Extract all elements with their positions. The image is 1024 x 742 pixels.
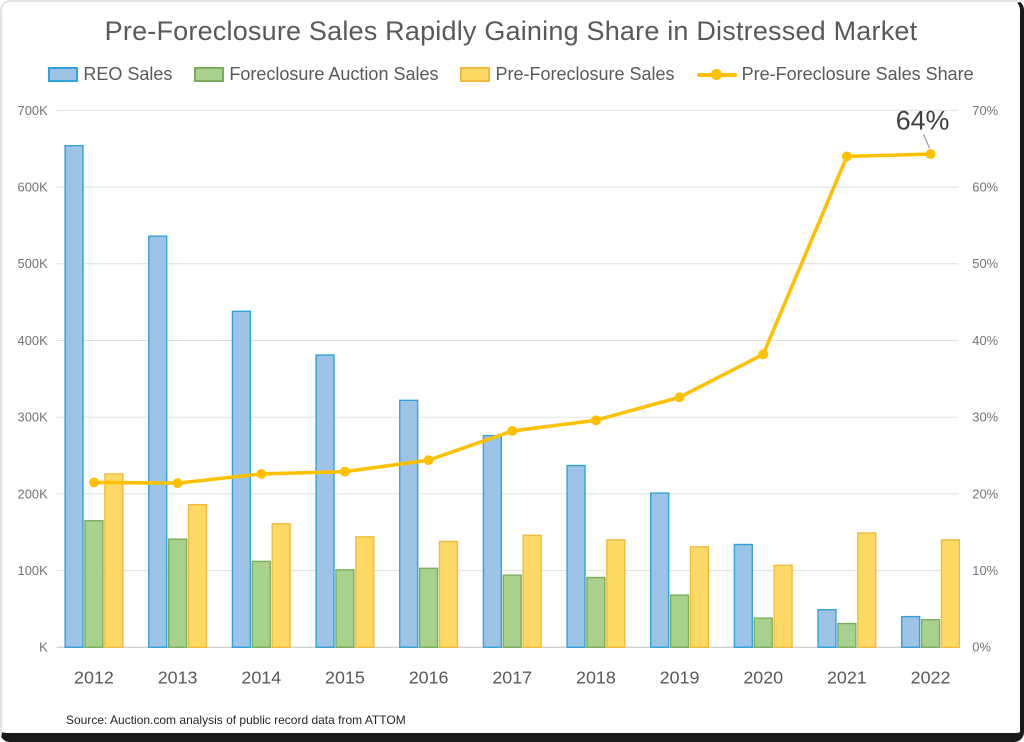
bar-reo-sales-2021 <box>817 609 837 648</box>
legend-swatch-icon <box>460 67 491 82</box>
share-marker-2014 <box>256 469 267 479</box>
right-axis-tick: 10% <box>972 563 998 578</box>
share-marker-2020 <box>758 349 769 360</box>
bar-foreclosure-auction-sales-2022 <box>920 618 941 648</box>
bar-reo-sales-2017 <box>482 434 503 648</box>
bar-pre-foreclosure-sales-2019 <box>689 546 710 648</box>
bar-reo-sales-2014 <box>231 310 252 648</box>
annotation-leader <box>922 134 931 149</box>
x-axis-label-2012: 2012 <box>74 668 114 688</box>
chart-title: Pre-Foreclosure Sales Rapidly Gaining Sh… <box>104 16 918 46</box>
bar-pre-foreclosure-sales-2018 <box>606 539 626 648</box>
left-axis-tick: 600K <box>18 180 49 195</box>
left-axis-tick: 400K <box>18 333 49 348</box>
legend-swatch-icon <box>48 67 79 82</box>
right-axis-tick: 60% <box>972 180 998 195</box>
legend-line-marker-icon <box>696 69 737 80</box>
bar-reo-sales-2018 <box>566 464 586 648</box>
share-marker-2021 <box>841 151 852 162</box>
bar-reo-sales-2016 <box>399 399 419 648</box>
source-note: Source: Auction.com analysis of public r… <box>66 713 406 727</box>
x-axis-label-2016: 2016 <box>409 668 449 688</box>
bar-pre-foreclosure-sales-2013 <box>187 503 208 648</box>
bar-pre-foreclosure-sales-2016 <box>438 540 459 648</box>
share-marker-2015 <box>339 466 350 477</box>
bar-reo-sales-2020 <box>733 543 753 648</box>
x-axis-label-2015: 2015 <box>325 668 365 688</box>
right-axis-tick: 70% <box>972 103 998 118</box>
legend-swatch-icon <box>194 67 225 82</box>
share-marker-2018 <box>590 415 601 426</box>
bar-pre-foreclosure-sales-2017 <box>522 534 542 648</box>
legend-label: Foreclosure Auction Sales <box>229 64 439 84</box>
left-axis-tick: 300K <box>18 410 49 425</box>
bar-reo-sales-2019 <box>650 492 670 648</box>
right-axis-tick: 50% <box>972 256 998 271</box>
share-marker-2013 <box>172 478 183 489</box>
left-axis-tick: 700K <box>18 103 49 118</box>
x-axis-label-2014: 2014 <box>241 668 281 688</box>
legend: REO Sales Foreclosure Auction Sales Pre-Fo… <box>2 64 1020 85</box>
share-marker-2017 <box>507 426 518 436</box>
bar-foreclosure-auction-sales-2013 <box>167 538 188 648</box>
bar-foreclosure-auction-sales-2015 <box>335 569 355 648</box>
legend-item-reo-sales: REO Sales <box>48 64 172 85</box>
bar-foreclosure-auction-sales-2018 <box>586 576 606 648</box>
right-axis-tick: 30% <box>972 410 998 425</box>
legend-label: Pre-Foreclosure Sales <box>495 64 675 84</box>
plot-area: 700K 70% 600K 60% 500K 50% 400K 40% 300K 30% 200K 2… <box>18 103 999 688</box>
bar-foreclosure-auction-sales-2016 <box>418 567 439 648</box>
x-axis-label-2013: 2013 <box>158 668 198 688</box>
left-axis-tick: 100K <box>18 563 49 578</box>
bar-pre-foreclosure-sales-2014 <box>271 523 291 648</box>
x-axis-label-2018: 2018 <box>576 668 616 688</box>
annotation-value: 64% <box>896 106 950 136</box>
right-axis-tick: 0% <box>972 640 991 655</box>
bar-pre-foreclosure-sales-2015 <box>355 536 375 648</box>
bar-foreclosure-auction-sales-2017 <box>502 574 522 648</box>
x-axis-label-2021: 2021 <box>827 668 867 688</box>
bar-pre-foreclosure-sales-2021 <box>857 532 877 648</box>
bar-reo-sales-2022 <box>901 615 921 648</box>
x-axis-label-2020: 2020 <box>743 668 783 688</box>
bar-reo-sales-2015 <box>315 354 335 648</box>
left-axis-tick: 200K <box>18 486 49 501</box>
left-axis-tick: 500K <box>18 256 49 271</box>
x-axis-label-2017: 2017 <box>492 668 532 688</box>
bar-pre-foreclosure-sales-2022 <box>940 539 961 648</box>
bar-pre-foreclosure-sales-2012 <box>104 473 124 648</box>
legend-label: REO Sales <box>83 64 173 84</box>
right-axis-tick: 20% <box>972 486 998 501</box>
x-axis-label-2022: 2022 <box>911 668 951 688</box>
bar-reo-sales-2013 <box>148 235 168 648</box>
legend-item-pre-foreclosure-sales: Pre-Foreclosure Sales <box>460 64 675 85</box>
bar-reo-sales-2012 <box>64 144 84 648</box>
x-axis-label-2019: 2019 <box>660 668 700 688</box>
share-marker-2019 <box>674 392 685 403</box>
bar-foreclosure-auction-sales-2014 <box>251 560 271 648</box>
bar-foreclosure-auction-sales-2021 <box>837 622 857 648</box>
right-axis-tick: 40% <box>972 333 998 348</box>
bar-foreclosure-auction-sales-2012 <box>84 520 104 648</box>
legend-dot-icon <box>710 69 722 80</box>
share-marker-2012 <box>88 477 99 488</box>
left-axis-tick: K <box>39 640 48 655</box>
legend-item-pre-foreclosure-sales-share: Pre-Foreclosure Sales Share <box>696 64 974 85</box>
legend-item-foreclosure-auction-sales: Foreclosure Auction Sales <box>194 64 438 85</box>
legend-label: Pre-Foreclosure Sales Share <box>741 64 974 84</box>
share-marker-2016 <box>423 455 434 466</box>
bar-pre-foreclosure-sales-2020 <box>773 564 793 648</box>
bar-foreclosure-auction-sales-2020 <box>753 617 773 648</box>
bar-foreclosure-auction-sales-2019 <box>669 594 690 648</box>
share-marker-2022 <box>925 149 936 160</box>
